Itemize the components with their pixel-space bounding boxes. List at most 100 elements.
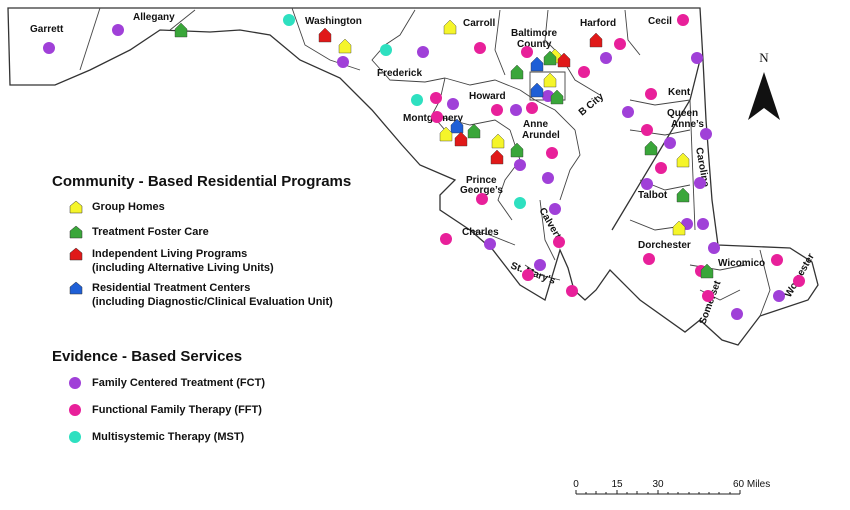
foster_care-house-marker xyxy=(676,187,690,203)
group_home-house-marker xyxy=(676,152,690,168)
fft-marker xyxy=(430,92,442,104)
fct-marker xyxy=(641,178,653,190)
county-label: Kent xyxy=(668,87,691,98)
fft-marker xyxy=(431,111,443,123)
county-label: Charles xyxy=(462,227,499,238)
fft-marker xyxy=(522,269,534,281)
foster_care-house-marker xyxy=(700,263,714,279)
legend-item-fft: Functional Family Therapy (FFT) xyxy=(68,403,262,417)
fct-marker xyxy=(600,52,612,64)
group_home-house-marker xyxy=(491,133,505,149)
legend-item-residential-treatment: Residential Treatment Centers (including … xyxy=(68,281,333,309)
fft-marker xyxy=(440,233,452,245)
fft-marker xyxy=(546,147,558,159)
independent_living-house-marker xyxy=(318,27,332,43)
scale-bar xyxy=(575,490,741,495)
scale-tick-60: 60 Miles xyxy=(733,479,770,490)
foster_care-house-marker xyxy=(510,142,524,158)
legend-item-label: Group Homes xyxy=(92,201,165,213)
fct-marker xyxy=(691,52,703,64)
circle-icon xyxy=(68,430,92,444)
house-icon xyxy=(68,281,92,295)
county-label: Harford xyxy=(580,18,616,29)
fct-marker xyxy=(484,238,496,250)
fft-marker xyxy=(526,102,538,114)
mst-marker xyxy=(514,197,526,209)
fct-marker xyxy=(731,308,743,320)
legend-item-mst: Multisystemic Therapy (MST) xyxy=(68,430,244,444)
foster_care-house-marker xyxy=(550,89,564,105)
legend-item-group-homes: Group Homes xyxy=(68,200,165,214)
fct-marker xyxy=(664,137,676,149)
county-label: Carroll xyxy=(463,18,495,29)
legend-item-label: Multisystemic Therapy (MST) xyxy=(92,431,245,443)
fft-marker xyxy=(643,253,655,265)
fft-marker xyxy=(702,290,714,302)
county-label: Washington xyxy=(305,16,362,27)
residential_treatment-house-marker xyxy=(450,118,464,134)
north-arrow-label: N xyxy=(759,50,769,65)
independent_living-house-marker xyxy=(454,131,468,147)
county-label: Frederick xyxy=(377,68,422,79)
fct-marker xyxy=(514,159,526,171)
legend-item-label: Treatment Foster Care xyxy=(92,226,209,238)
foster_care-house-marker xyxy=(174,22,188,38)
county-label: Baltimore xyxy=(511,28,558,39)
foster_care-house-marker xyxy=(543,50,557,66)
fct-marker xyxy=(417,46,429,58)
mst-marker xyxy=(283,14,295,26)
county-label: Anne’s xyxy=(671,119,704,130)
legend-evidence-title: Evidence - Based Services xyxy=(52,348,243,365)
legend-item-label: Residential Treatment Centers xyxy=(92,282,251,294)
group_home-house-marker xyxy=(443,19,457,35)
fct-marker xyxy=(549,203,561,215)
legend-item-sublabel: (including Diagnostic/Clinical Evaluatio… xyxy=(92,296,333,308)
fct-marker xyxy=(622,106,634,118)
scale-tick-0: 0 xyxy=(573,479,579,490)
legend-community-title: Community - Based Residential Programs xyxy=(52,173,352,190)
fft-marker xyxy=(553,236,565,248)
mst-marker xyxy=(411,94,423,106)
county-label: Talbot xyxy=(638,190,668,201)
county-label: Garrett xyxy=(30,24,64,35)
legend-item-label: Family Centered Treatment (FCT) xyxy=(92,377,265,389)
group_home-house-marker xyxy=(439,126,453,142)
county-label: Somerset xyxy=(697,279,723,326)
fct-marker xyxy=(43,42,55,54)
group_home-house-marker xyxy=(338,38,352,54)
fft-marker xyxy=(614,38,626,50)
fct-marker xyxy=(697,218,709,230)
county-label: Howard xyxy=(469,91,506,102)
fft-marker xyxy=(645,88,657,100)
county-label: George’s xyxy=(460,185,503,196)
legend-item-sublabel: (including Alternative Living Units) xyxy=(92,262,274,274)
north-arrow-icon xyxy=(748,72,780,120)
legend-item-label: Independent Living Programs xyxy=(92,248,248,260)
fct-marker xyxy=(534,259,546,271)
county-label: Prince xyxy=(466,175,497,186)
independent_living-house-marker xyxy=(589,32,603,48)
fft-marker xyxy=(793,275,805,287)
fft-marker xyxy=(677,14,689,26)
county-label: Dorchester xyxy=(638,240,691,251)
fct-marker xyxy=(700,128,712,140)
county-label: Wicomico xyxy=(718,258,765,269)
group_home-house-marker xyxy=(672,220,686,236)
foster_care-house-marker xyxy=(644,140,658,156)
house-icon xyxy=(68,225,92,239)
fct-marker xyxy=(447,98,459,110)
fft-marker xyxy=(491,104,503,116)
circle-icon xyxy=(68,403,92,417)
county-label: Cecil xyxy=(648,16,672,27)
legend-item-fct: Family Centered Treatment (FCT) xyxy=(68,376,265,390)
county-label: County xyxy=(517,39,552,50)
legend-item-foster-care: Treatment Foster Care xyxy=(68,225,209,239)
county-label: Allegany xyxy=(133,12,175,23)
foster_care-house-marker xyxy=(510,64,524,80)
legend-item-independent-living: Independent Living Programs (including Al… xyxy=(68,247,274,275)
house-icon xyxy=(68,247,92,261)
fft-marker xyxy=(474,42,486,54)
fft-marker xyxy=(771,254,783,266)
group_home-house-marker xyxy=(543,72,557,88)
fct-marker xyxy=(510,104,522,116)
